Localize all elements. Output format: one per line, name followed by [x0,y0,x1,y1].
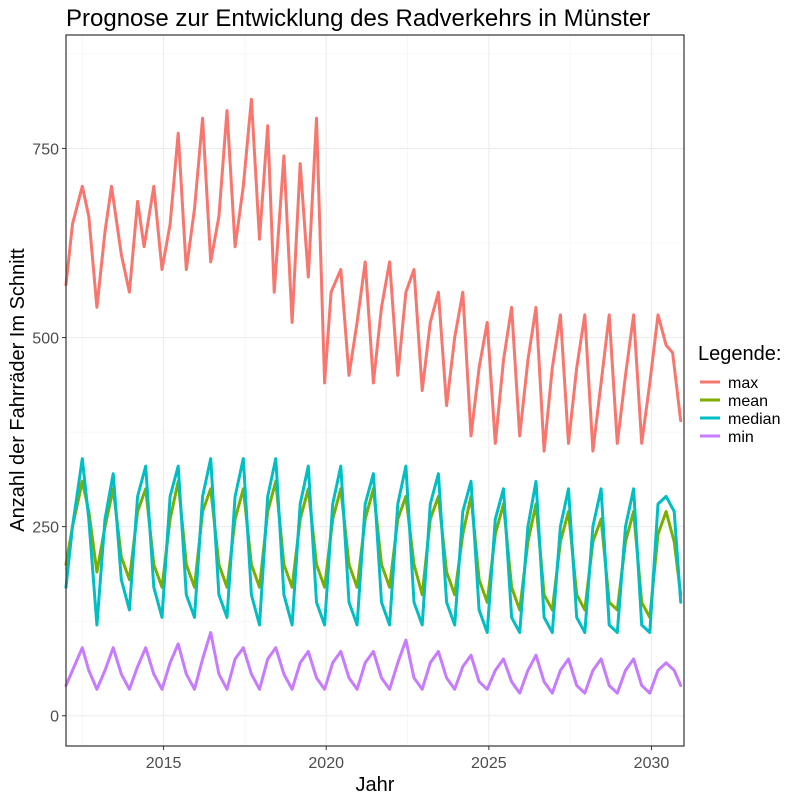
series-line-max [64,97,683,453]
plot-panel [66,35,684,746]
y-axis: 0 250 500 750 [32,141,66,726]
y-axis-title: Anzahl der Fahrräder Im Schnitt [7,248,29,532]
x-axis-title: Jahr [356,774,395,796]
chart-title: Prognose zur Entwicklung des Radverkehrs… [66,5,650,32]
series-line-median [64,457,683,634]
legend-label-mean: mean [728,393,768,410]
y-tick-label: 0 [50,709,59,726]
legend-label-min: min [728,429,754,446]
y-tick-label: 500 [32,331,59,348]
series-line-min [64,631,683,695]
x-tick-label: 2030 [634,755,670,772]
x-tick-label: 2025 [471,755,507,772]
series-group [64,97,683,695]
legend-label-median: median [728,411,780,428]
legend-title: Legende: [698,343,781,365]
x-tick-label: 2020 [308,755,344,772]
y-tick-label: 750 [32,141,59,158]
y-tick-label: 250 [32,520,59,537]
plot-border [65,34,685,747]
grid [66,35,684,746]
x-tick-label: 2015 [146,755,182,772]
legend-label-max: max [728,375,758,392]
x-axis: 2015 2020 2025 2030 [146,746,670,772]
